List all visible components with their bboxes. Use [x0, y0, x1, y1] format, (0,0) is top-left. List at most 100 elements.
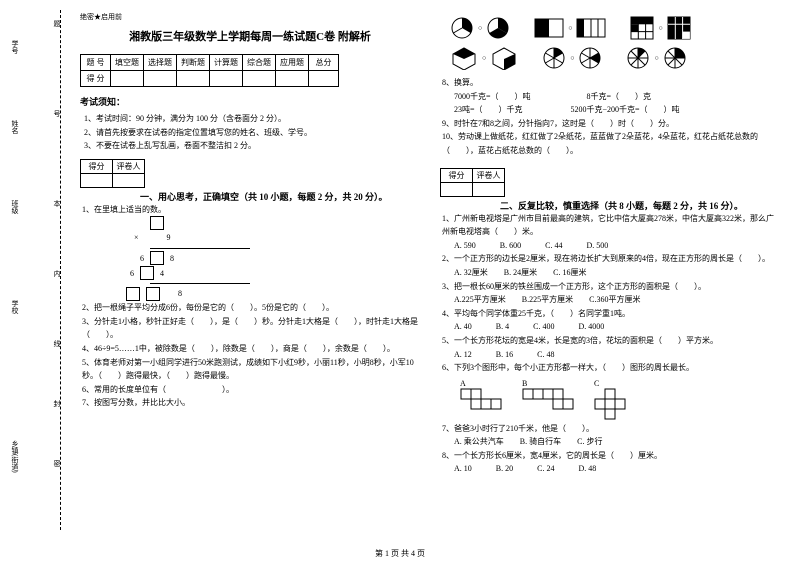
mt1-e1	[81, 173, 113, 187]
mark-1: 号	[52, 110, 62, 117]
sc-c2	[144, 71, 177, 87]
confidential-tag: 绝密★启用前	[80, 12, 420, 22]
calc-r2a: 6	[130, 266, 134, 281]
mt2-e2	[473, 182, 505, 196]
diag-g6: ○	[626, 46, 686, 70]
q9: 9、时针在7和8之间，分针指向7，这时是（ ）时（ ）分。	[442, 117, 780, 131]
op-4: ○	[482, 54, 486, 62]
sc-h2: 选择题	[144, 55, 177, 71]
sc-h0: 题 号	[81, 55, 111, 71]
calc-box-1	[150, 216, 164, 230]
mt2-c1: 得分	[441, 168, 473, 182]
mark-5: 封	[52, 400, 62, 407]
lbl-a: A	[460, 379, 466, 388]
q2: 2、把一根绳子平均分成6份，每份是它的（ ）。5份是它的（ ）。	[82, 301, 420, 315]
diag-g2: ○	[534, 16, 606, 40]
calc-hr1	[150, 248, 250, 249]
calc-box-4	[126, 287, 140, 301]
p2q4: 4、平均每个同学体重25千克，（ ）名同学重1吨。	[442, 307, 780, 321]
calc-x: ×	[134, 230, 139, 245]
notice-head: 考试须知：	[80, 95, 420, 108]
grid-3x3b-icon	[667, 16, 691, 40]
calc-box-2	[150, 251, 164, 265]
mt2-e1	[441, 182, 473, 196]
exam-title: 湘教版三年级数学上学期每周一练试题C卷 附解析	[80, 28, 420, 44]
lbl-b: B	[522, 379, 527, 388]
p2q1o: A. 590 B. 600 C. 44 D. 500	[454, 239, 780, 253]
mt1-e2	[113, 173, 145, 187]
q10: 10、劳动课上做纸花，红红做了2朵纸花，蓝蓝做了2朵蓝花，4朵蓝花，红花占纸花总…	[442, 130, 780, 157]
q5: 5、体育老师对第一小组同学进行50米跑测试，成绩如下小红9秒，小丽11秒，小明8…	[82, 356, 420, 383]
calc-r2b: 4	[160, 266, 164, 281]
q6: 6、常用的长度单位有（ ）。	[82, 383, 420, 397]
circle-6b-icon	[578, 46, 602, 70]
calc-box-3	[140, 266, 154, 280]
op-2: ○	[568, 24, 572, 32]
polyomino-a-icon	[460, 388, 504, 418]
sc-c3	[177, 71, 210, 87]
diag-g4: ○	[450, 46, 518, 70]
calc-box-5	[146, 287, 160, 301]
sc-h6: 应用题	[276, 55, 309, 71]
q8-l2: 23吨=（ ）千克 5200千克−200千克=（ ）吨	[454, 103, 780, 117]
circle-8-icon	[626, 46, 650, 70]
hex-icon	[450, 46, 478, 70]
sc-c6	[276, 71, 309, 87]
p2q3o: A.225平方厘米 B.225平方厘米 C.360平方厘米	[454, 293, 780, 307]
circle-thirds-icon	[450, 16, 474, 40]
grid-3x3-icon	[630, 16, 654, 40]
circle-6-icon	[542, 46, 566, 70]
sc-c5	[243, 71, 276, 87]
calc-hr2	[150, 283, 250, 284]
notice-1: 1、考试时间：90 分钟，满分为 100 分（含卷面分 2 分）。	[84, 112, 420, 126]
mark-0: 题	[52, 20, 62, 27]
sc-h4: 计算题	[210, 55, 243, 71]
q4: 4、46÷9=5……1中，被除数是（ ），除数是（ ），商是（ ），余数是（ ）…	[82, 342, 420, 356]
fraction-diagrams-row1: ○ ○ ○	[450, 16, 780, 40]
lbl-c: C	[594, 379, 599, 388]
part1-title: 一、用心思考，正确填空（共 10 小题，每题 2 分，共 20 分）。	[140, 190, 420, 203]
sc-h3: 判断题	[177, 55, 210, 71]
calc-block: ×9 68 64 8	[120, 216, 420, 301]
p2q5o: A. 12 B. 16 C. 48	[454, 348, 780, 362]
calc-r1a: 6	[140, 251, 144, 266]
rect-quarter-icon	[576, 18, 606, 38]
diag-g5: ○	[542, 46, 602, 70]
p2q2o: A. 32厘米 B. 24厘米 C. 16厘米	[454, 266, 780, 280]
op-3: ○	[658, 24, 662, 32]
notice-list: 1、考试时间：90 分钟，满分为 100 分（含卷面分 2 分）。 2、请首先按…	[80, 112, 420, 153]
binding-column: 学号 姓名 班级 学校 乡镇(街道) 题 号 本 内 线 封 密	[0, 0, 70, 565]
circle-8b-icon	[663, 46, 687, 70]
p2q3: 3、把一根长60厘米的铁丝围成一个正方形，这个正方形的面积是（ ）。	[442, 280, 780, 294]
q1: 1、在里填上适当的数。	[82, 203, 420, 217]
binding-label-town: 乡镇(街道)	[10, 440, 20, 473]
shape-options: A B C	[460, 379, 780, 422]
sc-h1: 填空题	[111, 55, 144, 71]
page-footer: 第 1 页 共 4 页	[0, 548, 800, 559]
p2q7: 7、爸爸3小时行了210千米，他是（ ）。	[442, 422, 780, 436]
hex2-icon	[490, 46, 518, 70]
p2q4o: A. 40 B. 4 C. 400 D. 4000	[454, 320, 780, 334]
p2q2: 2、一个正方形的边长是2厘米，现在将边长扩大到原来的4倍，现在正方形的周长是（ …	[442, 252, 780, 266]
polyomino-c-icon	[594, 388, 630, 422]
p2q8o: A. 10 B. 20 C. 24 D. 48	[454, 462, 780, 476]
left-column: 绝密★启用前 湘教版三年级数学上学期每周一练试题C卷 附解析 题 号 填空题 选…	[80, 12, 420, 476]
rect-half-icon	[534, 18, 564, 38]
p2q7o: A. 乘公共汽车 B. 骑自行车 C. 步行	[454, 435, 780, 449]
q8-l1: 7000千克=（ ）吨 8千克=（ ）克	[454, 90, 780, 104]
binding-label-id: 学号	[10, 40, 20, 54]
right-column: ○ ○ ○ ○ ○	[440, 12, 780, 476]
binding-label-school: 学校	[10, 300, 20, 314]
op-6: ○	[654, 54, 658, 62]
fraction-diagrams-row2: ○ ○ ○	[450, 46, 780, 70]
sc-h7: 总分	[309, 55, 339, 71]
notice-2: 2、请首先按要求在试卷的指定位置填写您的姓名、班级、学号。	[84, 126, 420, 140]
shape-c: C	[594, 379, 630, 422]
mt1-c2: 评卷人	[113, 159, 145, 173]
shape-a: A	[460, 379, 504, 422]
p2q1: 1、广州新电视塔是广州市目前最高的建筑，它比中信大厦高278米，中信大厦高322…	[442, 212, 780, 239]
mt2-c2: 评卷人	[473, 168, 505, 182]
sc-c4	[210, 71, 243, 87]
op-1: ○	[478, 24, 482, 32]
notice-3: 3、不要在试卷上乱写乱画，卷面不整洁扣 2 分。	[84, 139, 420, 153]
